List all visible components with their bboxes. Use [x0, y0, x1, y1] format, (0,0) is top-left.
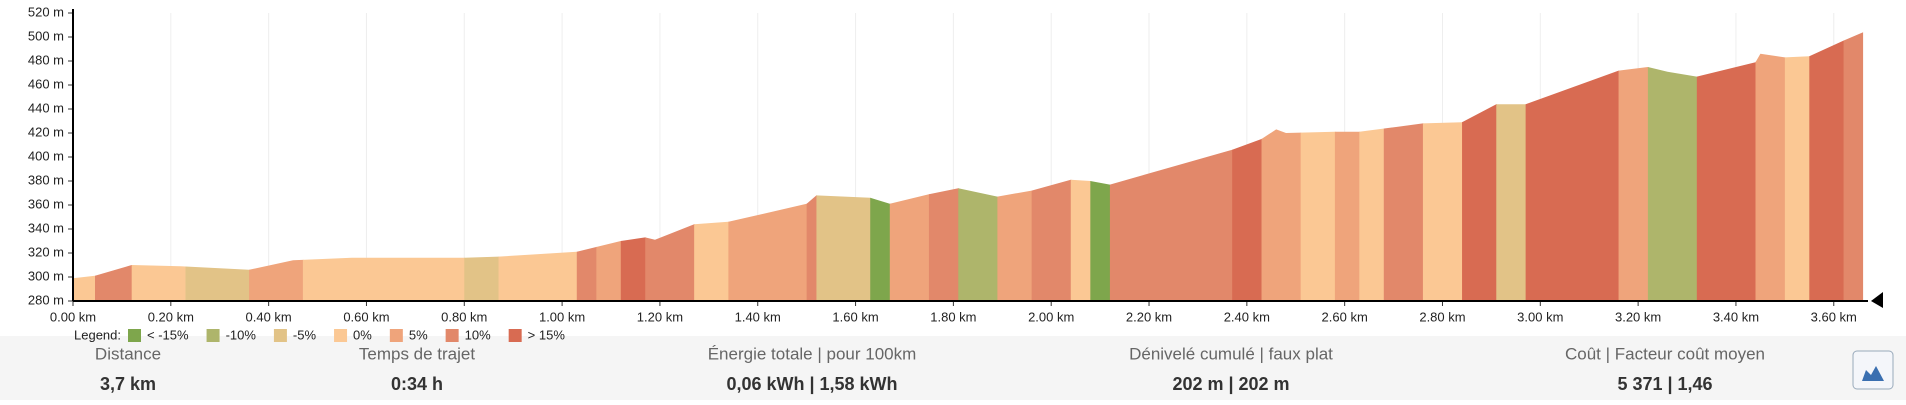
x-tick-label: 1.00 km: [539, 309, 585, 324]
y-tick-label: 280 m: [28, 292, 64, 307]
x-tick-label: 1.40 km: [735, 309, 781, 324]
slope-band: [1755, 32, 1786, 301]
x-tick-label: 0.80 km: [441, 309, 487, 324]
stat-value: 202 m | 202 m: [1172, 374, 1289, 394]
x-tick-label: 1.20 km: [637, 309, 683, 324]
y-tick-label: 400 m: [28, 148, 64, 163]
x-tick-label: 0.60 km: [343, 309, 389, 324]
profile-button[interactable]: [1852, 350, 1894, 390]
y-tick-label: 480 m: [28, 52, 64, 67]
legend-swatch: [334, 329, 348, 342]
x-tick-label: 2.60 km: [1322, 309, 1368, 324]
y-tick-label: 500 m: [28, 28, 64, 43]
slope-band: [1696, 32, 1757, 301]
y-tick-label: 300 m: [28, 268, 64, 283]
stat-label: Temps de trajet: [359, 344, 475, 363]
stat-value: 0:34 h: [391, 374, 443, 394]
y-tick-label: 320 m: [28, 244, 64, 259]
x-tick-label: 1.80 km: [930, 309, 976, 324]
legend-swatch: [508, 329, 522, 342]
legend-swatch: [389, 329, 403, 342]
legend-title: Legend:: [74, 327, 121, 342]
legend-label: -10%: [226, 327, 257, 342]
stat-value: 5 371 | 1,46: [1617, 374, 1712, 394]
y-tick-label: 420 m: [28, 124, 64, 139]
slope-band: [1647, 32, 1698, 301]
y-tick-label: 340 m: [28, 220, 64, 235]
legend-label: > 15%: [528, 327, 566, 342]
legend-swatch: [128, 329, 141, 342]
legend-swatch: [445, 329, 459, 342]
stat-label: Énergie totale | pour 100km: [708, 344, 917, 363]
legend-swatch: [206, 329, 220, 342]
stat-value: 3,7 km: [100, 374, 156, 394]
x-tick-label: 3.40 km: [1713, 309, 1759, 324]
legend-label: 10%: [465, 327, 491, 342]
x-tick-label: 2.20 km: [1126, 309, 1172, 324]
y-tick-label: 440 m: [28, 100, 64, 115]
slope-band: [1809, 32, 1845, 301]
x-tick-label: 3.20 km: [1615, 309, 1661, 324]
stats-panel: [0, 336, 1906, 400]
x-tick-label: 0.40 km: [246, 309, 292, 324]
x-tick-label: 2.40 km: [1224, 309, 1270, 324]
y-tick-label: 360 m: [28, 196, 64, 211]
y-tick-label: 460 m: [28, 76, 64, 91]
slope-band: [1843, 32, 1864, 301]
x-tick-label: 1.60 km: [832, 309, 878, 324]
y-tick-label: 520 m: [28, 4, 64, 19]
y-tick-label: 380 m: [28, 172, 64, 187]
x-tick-label: 0.20 km: [148, 309, 194, 324]
x-tick-label: 0.00 km: [50, 309, 96, 324]
slope-band: [1784, 32, 1810, 301]
x-tick-label: 2.00 km: [1028, 309, 1074, 324]
legend-swatch: [273, 329, 287, 342]
legend-label: 0%: [353, 327, 372, 342]
end-marker: [1871, 292, 1883, 308]
legend-label: 5%: [409, 327, 428, 342]
legend-label: < -15%: [147, 327, 189, 342]
x-tick-label: 3.00 km: [1517, 309, 1563, 324]
x-tick-label: 2.80 km: [1419, 309, 1465, 324]
slope-band: [1618, 32, 1649, 301]
x-tick-label: 3.60 km: [1811, 309, 1857, 324]
stat-label: Distance: [95, 344, 161, 363]
button[interactable]: [1852, 350, 1894, 390]
legend-label: -5%: [293, 327, 317, 342]
stat-label: Coût | Facteur coût moyen: [1565, 344, 1765, 363]
stat-label: Dénivelé cumulé | faux plat: [1129, 344, 1333, 363]
button-icon: [1862, 366, 1884, 381]
stat-value: 0,06 kWh | 1,58 kWh: [726, 374, 897, 394]
